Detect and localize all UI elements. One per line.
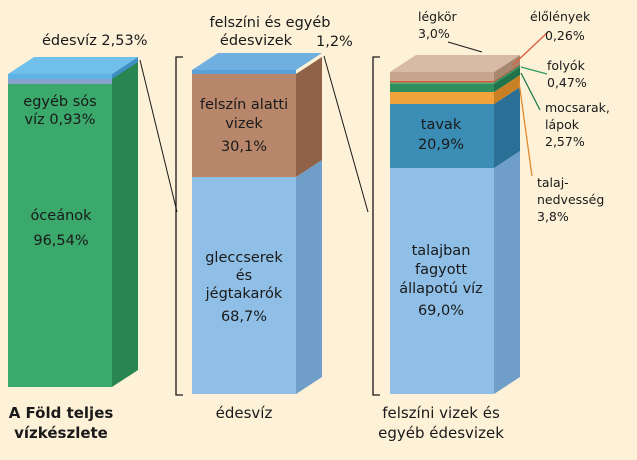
bar-segment-atmosphere	[390, 72, 494, 81]
label-soil-line2: nedvesség	[537, 192, 604, 207]
bar-segment-glaciers	[192, 177, 296, 394]
bar-segment-surface-water	[192, 70, 296, 74]
bar-segment-freshwater	[8, 74, 112, 79]
title-surface-line1: felszíni vizek és	[382, 404, 500, 422]
label-marsh-line2: lápok	[545, 117, 580, 132]
label-rivers-name: folyók	[547, 58, 586, 73]
bar-segment-soil-moisture	[390, 92, 494, 104]
label-marsh-value: 2,57%	[545, 134, 585, 149]
bar-total-side-oceans	[112, 61, 138, 387]
bar-total-top	[8, 57, 138, 74]
bar-group-total	[8, 57, 138, 387]
bar-surface-side-living	[494, 64, 520, 82]
label-soil-value: 3,8%	[537, 209, 569, 224]
bar-segment-groundwater	[192, 74, 296, 177]
label-soil-line1: talaj-	[537, 175, 569, 190]
bar-segment-oceans	[8, 84, 112, 387]
bracket-freshwater	[175, 56, 183, 396]
label-glaciers-line3: jégtakarók	[205, 286, 283, 302]
label-glaciers-line2: és	[236, 268, 252, 284]
bar-surface-side-soil	[494, 75, 520, 104]
leader-rivers	[520, 66, 548, 75]
leader-marsh	[520, 72, 541, 111]
bar-segment-rivers	[390, 82, 494, 84]
label-atmosphere-value: 3,0%	[418, 26, 450, 41]
label-living-value: 0,26%	[545, 28, 585, 43]
label-lakes-value: 20,9%	[418, 137, 464, 153]
bar-surface-side-lakes	[494, 87, 520, 168]
bar-surface-top	[390, 55, 520, 72]
label-permafrost-line1: talajban	[412, 243, 471, 259]
bar-freshwater-side-ground	[296, 57, 322, 177]
title-freshwater: édesvíz	[216, 404, 273, 422]
label-glaciers-value: 68,7%	[221, 309, 267, 325]
bar-segment-saline	[8, 79, 112, 84]
title-surface-line2: egyéb édesvizek	[378, 424, 504, 442]
label-oceans-name: óceánok	[30, 208, 92, 224]
label-saline-line2: víz 0,93%	[25, 112, 96, 128]
bar-group-freshwater	[192, 53, 322, 394]
label-rivers-value: 0,47%	[547, 75, 587, 90]
bar-surface-side-marsh	[494, 67, 520, 92]
bar-freshwater-top	[192, 53, 322, 70]
title-total-line2: vízkészlete	[14, 424, 108, 442]
bar-segment-living	[390, 81, 494, 83]
title-total-line1: A Föld teljes	[9, 404, 114, 422]
bar-total-side-freshwater	[112, 57, 138, 79]
label-ground-line1: felszín alatti	[200, 97, 288, 113]
bar-segment-marsh	[390, 84, 494, 92]
label-permafrost-value: 69,0%	[418, 303, 464, 319]
label-lakes-name: tavak	[421, 117, 462, 133]
label-saline-line1: egyéb sós	[23, 94, 96, 110]
leader-atmosphere	[447, 41, 483, 53]
label-ground-line2: vizek	[225, 116, 263, 132]
label-freshwater: édesvíz 2,53%	[42, 33, 148, 49]
label-surface-value: 1,2%	[316, 34, 353, 50]
connector-line	[323, 55, 369, 213]
bar-surface-side-rivers	[494, 65, 520, 84]
connector-line	[139, 59, 178, 213]
bar-surface-side-atmosphere	[494, 55, 520, 81]
bar-freshwater-side-glaciers	[296, 160, 322, 394]
bar-group-surface	[390, 55, 520, 394]
bar-surface-side-permafrost	[494, 151, 520, 394]
label-oceans-value: 96,54%	[33, 233, 88, 249]
label-ground-value: 30,1%	[221, 139, 267, 155]
label-glaciers-line1: gleccserek	[205, 250, 283, 266]
leader-living	[512, 31, 549, 66]
bracket-surface-water	[372, 56, 380, 396]
leader-soil	[518, 81, 533, 177]
label-living-name: élőlények	[530, 9, 591, 24]
bar-segment-lakes	[390, 104, 494, 168]
label-permafrost-line2: fagyott	[415, 262, 467, 278]
bar-segment-permafrost	[390, 168, 494, 394]
label-permafrost-line3: állapotú víz	[399, 281, 483, 297]
label-surface-line1: felszíni és egyéb	[210, 15, 331, 31]
label-surface-line2: édesvizek	[220, 33, 293, 49]
label-marsh-line1: mocsarak,	[545, 100, 610, 115]
label-atmosphere-name: légkör	[418, 9, 458, 24]
